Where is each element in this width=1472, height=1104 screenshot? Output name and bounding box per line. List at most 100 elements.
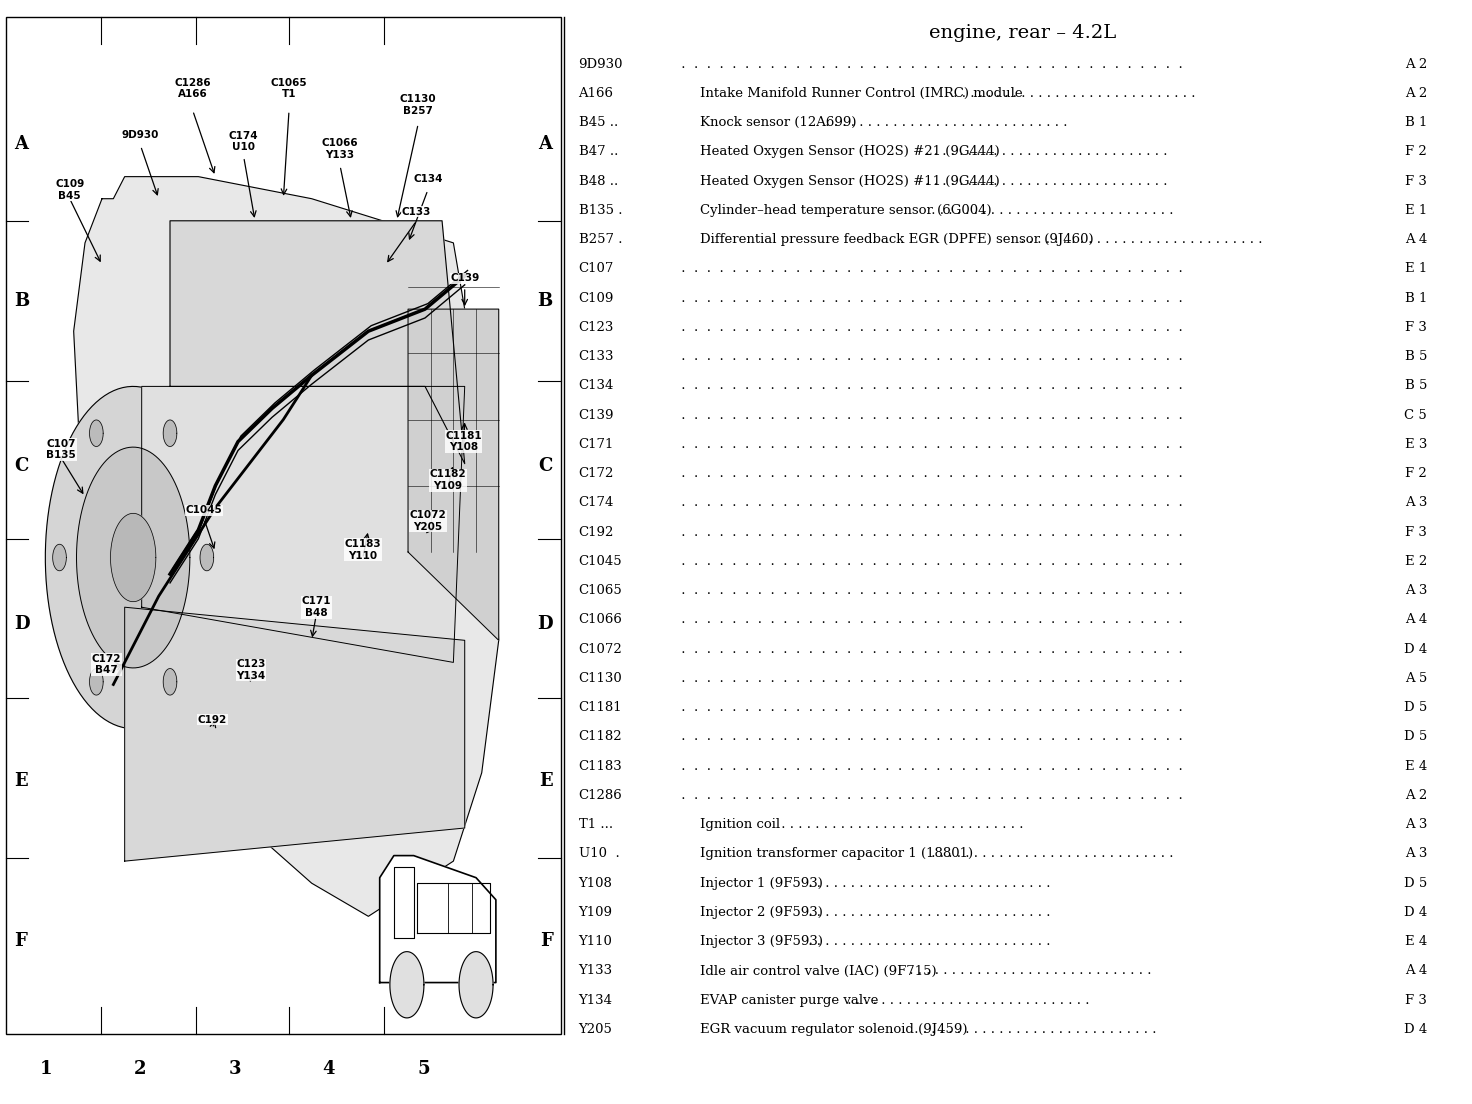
Text: 2: 2	[134, 1060, 147, 1078]
Text: Ignition coil: Ignition coil	[699, 818, 780, 831]
Text: 9D930: 9D930	[122, 129, 159, 140]
Text: Knock sensor (12A699): Knock sensor (12A699)	[699, 116, 857, 129]
Text: Heated Oxygen Sensor (HO2S) #21 (9G444): Heated Oxygen Sensor (HO2S) #21 (9G444)	[699, 146, 999, 158]
Text: E 2: E 2	[1404, 555, 1426, 567]
Polygon shape	[74, 177, 499, 916]
Text: C134: C134	[414, 173, 443, 184]
Text: .  .  .  .  .  .  .  .  .  .  .  .  .  .  .  .  .  .  .  .  .  .  .  .  .  .  . : . . . . . . . . . . . . . . . . . . . . …	[677, 555, 1188, 567]
Text: C1130: C1130	[578, 672, 623, 684]
Text: C1066
Y133: C1066 Y133	[322, 138, 358, 160]
Text: D 5: D 5	[1404, 877, 1426, 890]
Text: C171
B48: C171 B48	[302, 596, 331, 618]
Text: .  .  .  .  .  .  .  .  .  .  .  .  .  .  .  .  .  .  .  .  .  .  .  .  .  .  . : . . . . . . . . . . . . . . . . . . . . …	[677, 467, 1188, 480]
Text: F 3: F 3	[1406, 174, 1426, 188]
Text: C139: C139	[578, 408, 614, 422]
Text: 4: 4	[322, 1060, 336, 1078]
Text: C1182
Y109: C1182 Y109	[430, 469, 467, 491]
Text: . . . . . . . . . . . . . . . . . . . . . . . . . . . . .: . . . . . . . . . . . . . . . . . . . . …	[843, 994, 1089, 1007]
Text: C1181: C1181	[578, 701, 623, 714]
Text: . . . . . . . . . . . . . . . . . . . . . . . . . . . . .: . . . . . . . . . . . . . . . . . . . . …	[910, 1023, 1157, 1036]
Text: C172: C172	[578, 467, 614, 480]
Polygon shape	[77, 447, 190, 668]
Text: . . . . . . . . . . . . . . . . . . . . . . . . . . . . .: . . . . . . . . . . . . . . . . . . . . …	[905, 965, 1151, 977]
Text: B 5: B 5	[1404, 350, 1426, 363]
Text: C172
B47: C172 B47	[91, 654, 121, 676]
Text: . . . . . . . . . . . . . . . . . . . . . . . . . . . . .: . . . . . . . . . . . . . . . . . . . . …	[1016, 233, 1263, 246]
Text: A 4: A 4	[1404, 614, 1426, 626]
Text: F 3: F 3	[1406, 994, 1426, 1007]
Polygon shape	[125, 607, 465, 861]
Text: .  .  .  .  .  .  .  .  .  .  .  .  .  .  .  .  .  .  .  .  .  .  .  .  .  .  . : . . . . . . . . . . . . . . . . . . . . …	[677, 263, 1188, 275]
Text: C1183: C1183	[578, 760, 623, 773]
Text: C1072
Y205: C1072 Y205	[409, 510, 446, 532]
Text: B: B	[537, 293, 552, 310]
Text: D 4: D 4	[1404, 906, 1426, 919]
Text: .  .  .  .  .  .  .  .  .  .  .  .  .  .  .  .  .  .  .  .  .  .  .  .  .  .  . : . . . . . . . . . . . . . . . . . . . . …	[677, 760, 1188, 773]
Text: .  .  .  .  .  .  .  .  .  .  .  .  .  .  .  .  .  .  .  .  .  .  .  .  .  .  . : . . . . . . . . . . . . . . . . . . . . …	[677, 380, 1188, 392]
Text: . . . . . . . . . . . . . . . . . . . . . . . . . . . . .: . . . . . . . . . . . . . . . . . . . . …	[921, 174, 1167, 188]
Text: B47 ..: B47 ..	[578, 146, 618, 158]
Text: A 2: A 2	[1404, 789, 1426, 802]
Text: . . . . . . . . . . . . . . . . . . . . . . . . . . . . .: . . . . . . . . . . . . . . . . . . . . …	[821, 116, 1067, 129]
Text: C1286: C1286	[578, 789, 623, 802]
Text: A 5: A 5	[1404, 672, 1426, 684]
Text: C1066: C1066	[578, 614, 623, 626]
Text: A 3: A 3	[1404, 848, 1426, 860]
Text: C1182: C1182	[578, 731, 623, 743]
Text: Y110: Y110	[578, 935, 612, 948]
Text: Y134: Y134	[578, 994, 612, 1007]
Polygon shape	[390, 952, 424, 1018]
Text: A 3: A 3	[1404, 818, 1426, 831]
Text: F: F	[540, 932, 552, 949]
Text: A166: A166	[578, 87, 614, 99]
Polygon shape	[46, 386, 221, 729]
Text: EGR vacuum regulator solenoid (9J459): EGR vacuum regulator solenoid (9J459)	[699, 1023, 967, 1036]
Text: .  .  .  .  .  .  .  .  .  .  .  .  .  .  .  .  .  .  .  .  .  .  .  .  .  .  . : . . . . . . . . . . . . . . . . . . . . …	[677, 643, 1188, 656]
Text: C109: C109	[578, 291, 614, 305]
Text: Injector 1 (9F593): Injector 1 (9F593)	[699, 877, 823, 890]
Text: Cylinder–head temperature sensor (6G004): Cylinder–head temperature sensor (6G004)	[699, 204, 992, 216]
Text: .  .  .  .  .  .  .  .  .  .  .  .  .  .  .  .  .  .  .  .  .  .  .  .  .  .  . : . . . . . . . . . . . . . . . . . . . . …	[677, 350, 1188, 363]
Text: Differential pressure feedback EGR (DPFE) sensor (9J460): Differential pressure feedback EGR (DPFE…	[699, 233, 1094, 246]
Text: D: D	[15, 615, 29, 633]
Text: .  .  .  .  .  .  .  .  .  .  .  .  .  .  .  .  .  .  .  .  .  .  .  .  .  .  . : . . . . . . . . . . . . . . . . . . . . …	[677, 291, 1188, 305]
Text: T1 ...: T1 ...	[578, 818, 612, 831]
Text: F 3: F 3	[1406, 321, 1426, 333]
Text: C174: C174	[578, 497, 614, 509]
Text: A 2: A 2	[1404, 87, 1426, 99]
Text: . . . . . . . . . . . . . . . . . . . . . . . . . . . . .: . . . . . . . . . . . . . . . . . . . . …	[805, 906, 1051, 919]
Text: E 4: E 4	[1404, 760, 1426, 773]
Text: .  .  .  .  .  .  .  .  .  .  .  .  .  .  .  .  .  .  .  .  .  .  .  .  .  .  . : . . . . . . . . . . . . . . . . . . . . …	[677, 672, 1188, 684]
Text: .  .  .  .  .  .  .  .  .  .  .  .  .  .  .  .  .  .  .  .  .  .  .  .  .  .  . : . . . . . . . . . . . . . . . . . . . . …	[677, 497, 1188, 509]
Text: D 4: D 4	[1404, 643, 1426, 656]
Text: D 5: D 5	[1404, 731, 1426, 743]
Text: Injector 3 (9F593): Injector 3 (9F593)	[699, 935, 823, 948]
Text: B257 .: B257 .	[578, 233, 623, 246]
Text: A: A	[15, 135, 28, 152]
Text: C1065
T1: C1065 T1	[271, 77, 308, 99]
Text: C1045: C1045	[185, 505, 222, 516]
Text: C1181
Y108: C1181 Y108	[445, 431, 481, 453]
Text: F 2: F 2	[1406, 467, 1426, 480]
Text: F 2: F 2	[1406, 146, 1426, 158]
Text: C 5: C 5	[1404, 408, 1426, 422]
Text: .  .  .  .  .  .  .  .  .  .  .  .  .  .  .  .  .  .  .  .  .  .  .  .  .  .  . : . . . . . . . . . . . . . . . . . . . . …	[677, 321, 1188, 333]
Polygon shape	[408, 309, 499, 640]
Text: C123: C123	[578, 321, 614, 333]
Text: .  .  .  .  .  .  .  .  .  .  .  .  .  .  .  .  .  .  .  .  .  .  .  .  .  .  . : . . . . . . . . . . . . . . . . . . . . …	[677, 701, 1188, 714]
Polygon shape	[163, 669, 177, 696]
Polygon shape	[169, 221, 465, 464]
Polygon shape	[110, 513, 156, 602]
Text: D: D	[537, 615, 552, 633]
Text: C192: C192	[578, 526, 614, 539]
Text: C1130
B257: C1130 B257	[400, 94, 437, 116]
Text: C107: C107	[578, 263, 614, 275]
Text: B45 ..: B45 ..	[578, 116, 618, 129]
Text: D 4: D 4	[1404, 1023, 1426, 1036]
Text: C1045: C1045	[578, 555, 623, 567]
Text: 9D930: 9D930	[578, 57, 623, 71]
Text: E 1: E 1	[1404, 204, 1426, 216]
Text: . . . . . . . . . . . . . . . . . . . . . . . . . . . . .: . . . . . . . . . . . . . . . . . . . . …	[927, 848, 1173, 860]
Text: C1072: C1072	[578, 643, 623, 656]
Text: F 3: F 3	[1406, 526, 1426, 539]
